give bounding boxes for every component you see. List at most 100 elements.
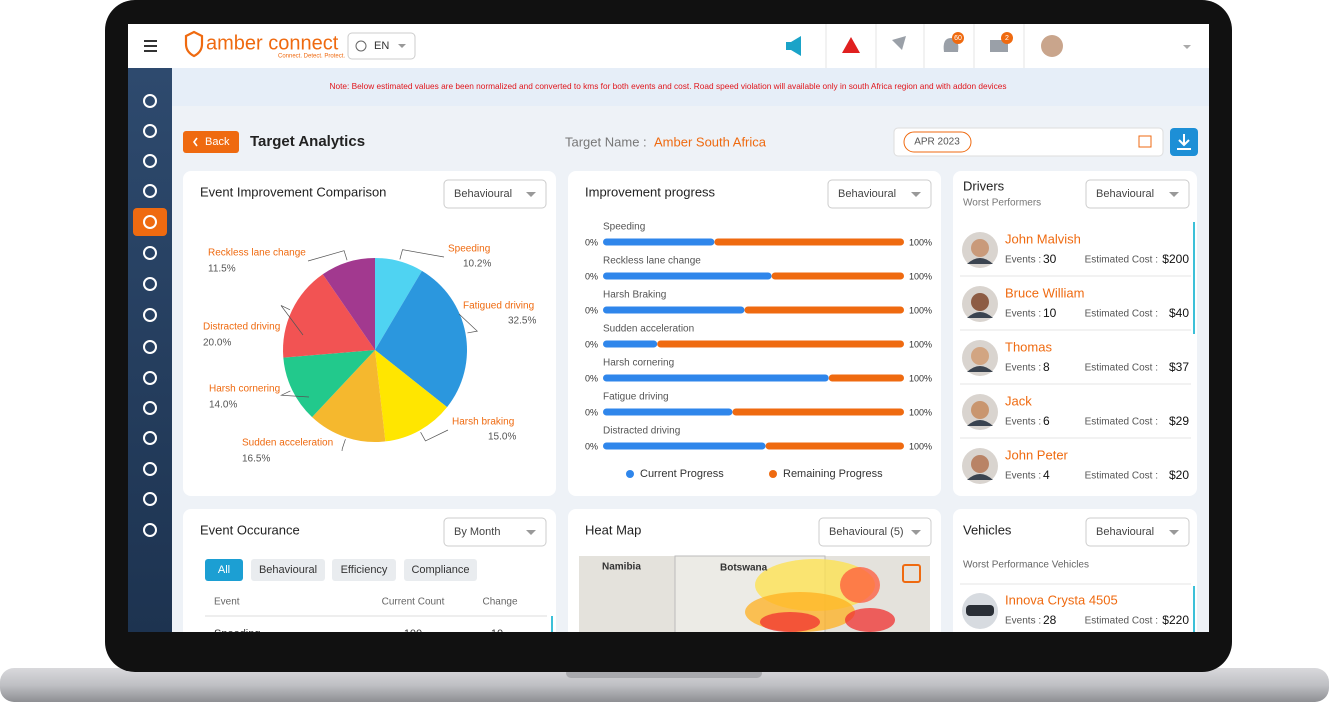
tab-label: Compliance (411, 564, 469, 576)
tab-label: Behavioural (259, 564, 317, 576)
vehicle-icon (966, 605, 994, 616)
cost-label: Estimated Cost : (1085, 616, 1158, 627)
card (953, 171, 1197, 496)
sidebar-icon[interactable] (143, 124, 157, 138)
tick-label: 0% (585, 339, 598, 349)
language-select[interactable] (347, 32, 416, 60)
sidebar (128, 68, 172, 632)
dropdown[interactable] (818, 517, 932, 547)
sidebar-icon[interactable] (143, 215, 157, 229)
tab[interactable] (205, 559, 243, 581)
legend-marker (626, 470, 634, 478)
sidebar-icon[interactable] (143, 94, 157, 108)
bar-label: Harsh cornering (603, 358, 674, 369)
back-button[interactable] (183, 131, 239, 153)
tab[interactable] (332, 559, 396, 581)
dropdown-label: Behavioural (5) (829, 526, 904, 538)
announce-icon[interactable] (786, 36, 801, 56)
chevron (526, 530, 536, 535)
progress-bar (603, 238, 715, 246)
sidebar-icon[interactable] (143, 492, 157, 506)
tick-label: 100% (909, 237, 932, 247)
pie-label: Sudden acceleration (242, 438, 333, 449)
fullscreen-button[interactable] (902, 564, 921, 583)
events-value: 6 (1043, 414, 1050, 428)
date-pill (903, 131, 972, 153)
sidebar-icon[interactable] (143, 462, 157, 476)
avatar-body (967, 474, 993, 480)
events-label: Events : (1005, 363, 1041, 374)
user-avatar[interactable] (1041, 35, 1063, 57)
avatar-face (971, 347, 989, 365)
alert-icon[interactable] (842, 37, 860, 53)
progress-bar (765, 442, 904, 450)
driver-name: Bruce William (1005, 285, 1084, 300)
dropdown[interactable] (827, 179, 932, 209)
sidebar-icon[interactable] (143, 246, 157, 260)
cost-label: Estimated Cost : (1085, 255, 1158, 266)
tick-label: 0% (585, 407, 598, 417)
events-label: Events : (1005, 471, 1041, 482)
header-icons (786, 24, 1191, 68)
pie-value: 16.5% (242, 454, 270, 465)
progress-bar (603, 272, 772, 280)
avatar-face (971, 455, 989, 473)
leader-line (458, 313, 479, 334)
menu-button[interactable] (144, 40, 157, 52)
dropdown[interactable] (1085, 179, 1190, 209)
tick-label: 100% (909, 441, 932, 451)
card-subtitle: Worst Performers (963, 198, 1041, 209)
dropdown[interactable] (1085, 517, 1190, 547)
sidebar-icon[interactable] (143, 184, 157, 198)
sidebar-icon[interactable] (143, 340, 157, 354)
pie-slice (375, 270, 467, 408)
target-label: Target Name : (565, 134, 647, 149)
sidebar-icon[interactable] (143, 308, 157, 322)
pie-slice (312, 350, 386, 442)
dropdown-label: Behavioural (838, 188, 896, 200)
mail-icon[interactable] (990, 40, 1008, 52)
progress-bar (828, 374, 904, 382)
tab[interactable] (251, 559, 325, 581)
progress-bar (744, 306, 904, 314)
tagline: Connect. Detect. Protect. (278, 54, 345, 60)
events-value: 28 (1043, 613, 1057, 627)
sidebar-icon[interactable] (143, 277, 157, 291)
column-header: Event (214, 597, 240, 608)
mute-icon[interactable] (892, 36, 906, 50)
dropdown[interactable] (443, 517, 547, 547)
target-name: Amber South Africa (654, 134, 767, 149)
globe-icon (355, 40, 367, 52)
bar-label: Fatigue driving (603, 392, 669, 403)
dropdown[interactable] (443, 179, 547, 209)
sidebar-icon[interactable] (143, 523, 157, 537)
driver-name: Jack (1005, 393, 1032, 408)
leader-line (280, 305, 304, 336)
chevron (398, 44, 406, 48)
pie-slice (283, 350, 375, 418)
pie-slice (283, 274, 375, 358)
leader-line (399, 249, 445, 260)
events-value: 8 (1043, 360, 1050, 374)
sidebar-icon[interactable] (143, 371, 157, 385)
avatar-body (967, 366, 993, 372)
cost-label: Estimated Cost : (1085, 417, 1158, 428)
scrollbar (1193, 586, 1195, 632)
sidebar-icon[interactable] (143, 431, 157, 445)
cost-value: $40 (1169, 306, 1189, 320)
sidebar-icon[interactable] (143, 401, 157, 415)
back-label: Back (205, 136, 230, 148)
tab[interactable] (404, 559, 477, 581)
events-value: 10 (1043, 306, 1057, 320)
logo-icon (184, 30, 204, 58)
progress-bar (603, 408, 733, 416)
tick-label: 100% (909, 373, 932, 383)
heat-blob (760, 612, 820, 632)
cost-label: Estimated Cost : (1085, 363, 1158, 374)
leader-line (341, 439, 346, 452)
pie-label: Speeding (448, 244, 490, 255)
cost-value: $20 (1169, 468, 1189, 482)
sidebar-icon[interactable] (143, 154, 157, 168)
app: amber connect Connect. Detect. Protect. … (128, 24, 1209, 632)
dropdown-label: Behavioural (1096, 188, 1154, 200)
